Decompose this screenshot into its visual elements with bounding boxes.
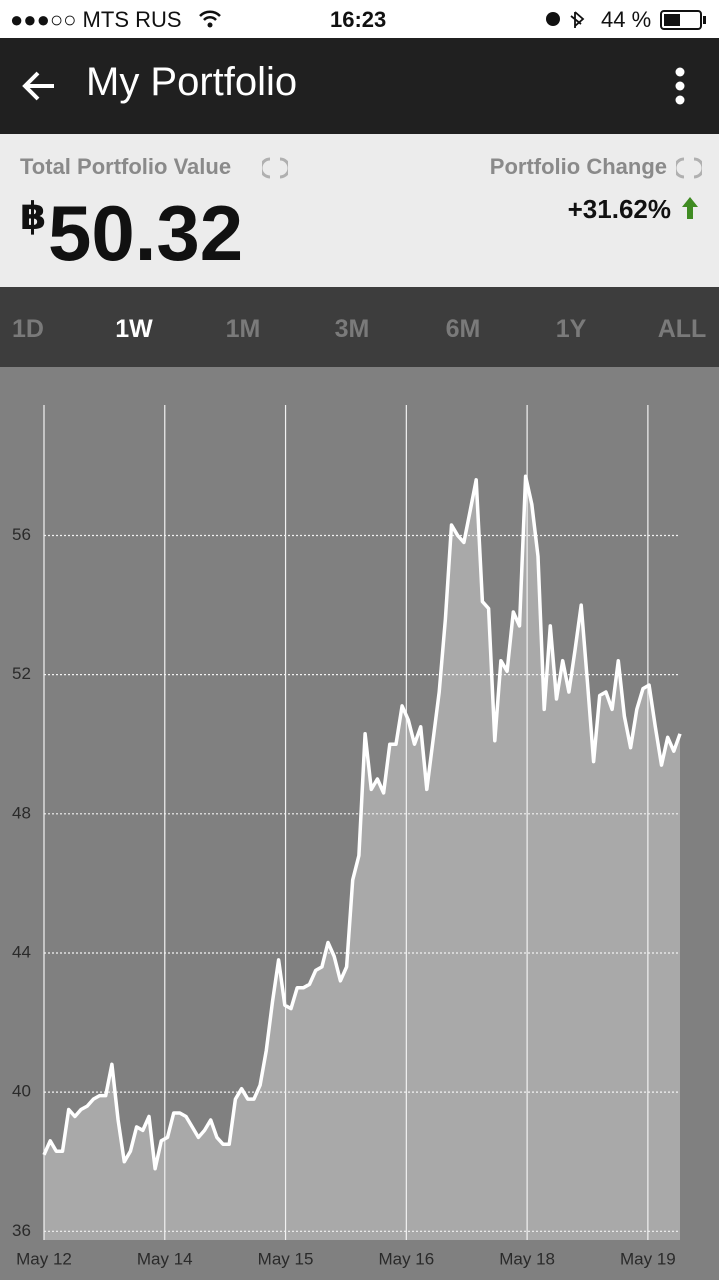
up-arrow [682, 197, 698, 219]
range-tab[interactable]: 1W [115, 315, 153, 343]
range-tab[interactable]: 3M [334, 315, 370, 343]
area [44, 476, 680, 1240]
change-label: Portfolio Change [489, 154, 667, 179]
portfolio-change: +31.62% [567, 194, 671, 224]
menu-button[interactable] [670, 66, 690, 108]
refresh-icon[interactable] [262, 156, 288, 180]
y-tick-label: 36 [12, 1221, 31, 1240]
line [42, 474, 682, 1171]
status-icons [546, 11, 585, 28]
y-tick-label: 48 [12, 803, 31, 822]
app-bar: My Portfolio [0, 38, 719, 134]
refresh-icon[interactable] [676, 156, 702, 180]
battery-level: 44 % [601, 7, 652, 32]
x-tick-label: May 19 [620, 1249, 676, 1268]
value-label: Total Portfolio Value [20, 154, 232, 179]
y-tick-label: 44 [12, 942, 31, 961]
x-tick-label: May 18 [499, 1249, 555, 1268]
range-tab[interactable]: ALL [657, 315, 707, 343]
battery-icon [660, 10, 706, 30]
x-tick-label: May 15 [258, 1249, 314, 1268]
range-tabs: 1D 1W 1M 3M 6M 1Y ALL [0, 287, 719, 367]
range-tab[interactable]: 1M [225, 315, 261, 343]
carrier: ●●●○○ MTS RUS [10, 7, 182, 32]
range-tab[interactable]: 1Y [555, 315, 587, 343]
x-tick-label: May 14 [137, 1249, 193, 1268]
x-tick-label: May 12 [16, 1249, 72, 1268]
x-tick-label: May 16 [378, 1249, 434, 1268]
summary: Total Portfolio Value ฿ 50.32 Portfolio … [0, 134, 719, 287]
portfolio-value: 50.32 [48, 189, 244, 277]
y-tick-label: 56 [12, 525, 31, 544]
screen-title: My Portfolio [86, 60, 298, 104]
wifi-icon [199, 10, 221, 28]
back-button[interactable] [20, 68, 58, 104]
range-tab[interactable]: 6M [445, 315, 481, 343]
currency: ฿ [20, 196, 47, 238]
y-tick-label: 52 [12, 664, 31, 683]
clock: 16:23 [330, 7, 387, 32]
status-bar: ●●●○○ MTS RUS 16:23 44 % [0, 0, 719, 38]
range-tab[interactable]: 1D [12, 315, 44, 343]
y-tick-label: 40 [12, 1082, 31, 1101]
